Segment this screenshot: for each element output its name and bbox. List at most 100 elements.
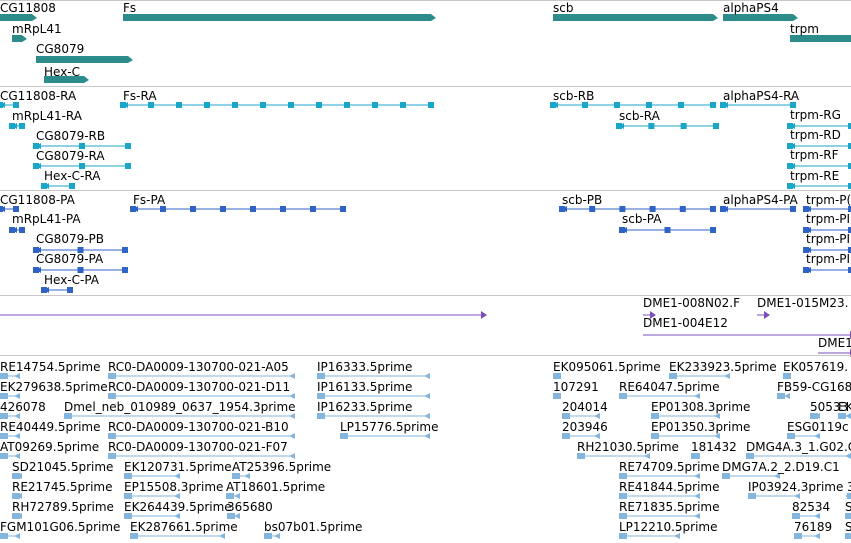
genes-feature-glyph[interactable] <box>723 14 798 21</box>
genes-feature-label[interactable]: CG11808 <box>0 1 56 15</box>
transcripts-feature-label[interactable]: Hex-C-RA <box>44 169 101 183</box>
ests-feature-glyph[interactable] <box>838 413 851 419</box>
genes-feature-label[interactable]: CG8079 <box>36 42 85 56</box>
ests-feature-label[interactable]: RC0-DA0009-130700-021-B10 <box>108 420 289 434</box>
ests-feature-label[interactable]: RE41844.5prime <box>619 480 720 494</box>
ests-feature-label[interactable]: EK095061.5prime <box>553 360 661 374</box>
ests-feature-label[interactable]: EP01308.3prime <box>651 400 751 414</box>
ests-feature-label[interactable]: IP03924.3prime <box>748 480 844 494</box>
ests-feature-label[interactable]: RE71835.5prime <box>619 500 720 514</box>
ests-feature-glyph[interactable] <box>651 413 720 419</box>
proteins-feature-glyph[interactable] <box>619 227 716 233</box>
ests-feature-glyph[interactable] <box>562 413 600 419</box>
genes-feature-glyph[interactable] <box>44 76 89 83</box>
proteins-feature-glyph[interactable] <box>41 287 73 293</box>
transcripts-feature-label[interactable]: trpm-RD <box>790 128 841 142</box>
transcripts-feature-label[interactable]: alphaPS4-RA <box>723 89 800 103</box>
ests-feature-label[interactable]: DMG7A.2_2.D19.C1 <box>722 460 840 474</box>
ests-feature-label[interactable]: 204014 <box>562 400 608 414</box>
transcripts-feature-glyph[interactable] <box>787 183 851 189</box>
clones-feature-glyph[interactable] <box>643 311 656 319</box>
ests-feature-glyph[interactable] <box>340 433 430 439</box>
proteins-feature-glyph[interactable] <box>33 267 128 273</box>
genes-feature-glyph[interactable] <box>12 35 27 42</box>
transcripts-feature-label[interactable]: trpm-RF <box>790 148 839 162</box>
proteins-feature-label[interactable]: Fs-PA <box>133 193 166 207</box>
ests-feature-glyph[interactable] <box>12 493 22 499</box>
ests-feature-glyph[interactable] <box>553 373 561 379</box>
ests-feature-glyph[interactable] <box>619 493 700 499</box>
ests-feature-glyph[interactable] <box>619 513 700 519</box>
transcripts-feature-glyph[interactable] <box>550 102 716 108</box>
ests-feature-glyph[interactable] <box>619 473 700 479</box>
proteins-feature-glyph[interactable] <box>803 227 851 233</box>
transcripts-feature-label[interactable]: mRpL41-RA <box>12 109 82 123</box>
proteins-feature-label[interactable]: trpm-P( <box>806 193 851 207</box>
transcripts-feature-glyph[interactable] <box>33 143 131 149</box>
ests-feature-label[interactable]: RH21030.5prime <box>577 440 679 454</box>
transcripts-feature-glyph[interactable] <box>787 123 851 129</box>
ests-feature-glyph[interactable] <box>845 513 851 519</box>
ests-feature-glyph[interactable] <box>783 373 791 379</box>
ests-feature-label[interactable]: FGM101G06.5prime <box>0 520 121 534</box>
ests-feature-glyph[interactable] <box>577 453 650 459</box>
proteins-feature-glyph[interactable] <box>803 206 851 212</box>
ests-feature-glyph[interactable] <box>12 513 22 519</box>
ests-feature-label[interactable]: FB59-CG16827-RA.3 <box>777 380 851 394</box>
ests-feature-label[interactable]: 365680 <box>227 500 273 514</box>
ests-feature-label[interactable]: 3 <box>847 480 851 494</box>
genes-feature-label[interactable]: Hex-C <box>44 65 81 79</box>
proteins-feature-glyph[interactable] <box>559 206 716 212</box>
proteins-feature-glyph[interactable] <box>803 267 851 273</box>
ests-feature-glyph[interactable] <box>227 513 240 519</box>
ests-feature-glyph[interactable] <box>619 393 700 399</box>
ests-feature-glyph[interactable] <box>553 393 561 399</box>
genes-feature-label[interactable]: Fs <box>123 1 137 15</box>
ests-feature-label[interactable]: S <box>845 500 851 514</box>
ests-feature-glyph[interactable] <box>794 533 820 539</box>
ests-feature-glyph[interactable] <box>64 413 295 419</box>
proteins-feature-glyph[interactable] <box>720 206 796 212</box>
genes-feature-glyph[interactable] <box>123 14 436 21</box>
transcripts-feature-label[interactable]: CG11808-RA <box>0 89 77 103</box>
ests-feature-label[interactable]: IP16333.5prime <box>317 360 413 374</box>
ests-feature-label[interactable]: 426078 <box>0 400 46 414</box>
clones-feature-label[interactable]: DME1-004E12 <box>643 316 728 330</box>
ests-feature-glyph[interactable] <box>746 453 851 459</box>
transcripts-feature-label[interactable]: Fs-RA <box>123 89 157 103</box>
genes-feature-glyph[interactable] <box>553 14 718 21</box>
ests-feature-label[interactable]: AT18601.5prime <box>226 480 326 494</box>
ests-feature-label[interactable]: DMG4A.3_1.G02.C1 <box>746 440 851 454</box>
proteins-feature-label[interactable]: CG11808-PA <box>0 193 75 207</box>
ests-feature-glyph[interactable] <box>317 393 430 399</box>
ests-feature-glyph[interactable] <box>845 493 851 499</box>
ests-feature-glyph[interactable] <box>669 373 730 379</box>
ests-feature-glyph[interactable] <box>0 373 20 379</box>
ests-feature-label[interactable]: EK279638.5prime <box>0 380 108 394</box>
ests-feature-glyph[interactable] <box>562 433 600 439</box>
ests-feature-label[interactable]: LP12210.5prime <box>619 520 718 534</box>
ests-feature-label[interactable]: 107291 <box>553 380 599 394</box>
transcripts-feature-label[interactable]: scb-RA <box>619 109 660 123</box>
proteins-feature-glyph[interactable] <box>0 206 19 212</box>
genes-feature-label[interactable]: scb <box>553 1 574 15</box>
ests-feature-label[interactable]: EK233923.5prime <box>669 360 777 374</box>
clones-feature-glyph[interactable] <box>0 311 487 319</box>
ests-feature-label[interactable]: bs07b01.5prime <box>264 520 363 534</box>
ests-feature-label[interactable]: IP16133.5prime <box>317 380 413 394</box>
ests-feature-glyph[interactable] <box>845 533 851 539</box>
ests-feature-glyph[interactable] <box>0 533 20 539</box>
ests-feature-glyph[interactable] <box>108 373 295 379</box>
ests-feature-label[interactable]: 203946 <box>562 420 608 434</box>
proteins-feature-label[interactable]: Hex-C-PA <box>44 273 100 287</box>
proteins-feature-glyph[interactable] <box>33 247 128 253</box>
ests-feature-label[interactable]: RC0-DA0009-130700-021-D11 <box>108 380 291 394</box>
ests-feature-glyph[interactable] <box>619 533 680 539</box>
ests-feature-glyph[interactable] <box>0 413 20 419</box>
genes-feature-label[interactable]: mRpL41 <box>12 22 62 36</box>
ests-feature-glyph[interactable] <box>317 373 430 379</box>
proteins-feature-label[interactable]: trpm-PI <box>806 252 851 266</box>
proteins-feature-glyph[interactable] <box>130 206 346 212</box>
ests-feature-glyph[interactable] <box>691 453 700 459</box>
clones-feature-label[interactable]: DME1-015M23. <box>757 296 849 310</box>
